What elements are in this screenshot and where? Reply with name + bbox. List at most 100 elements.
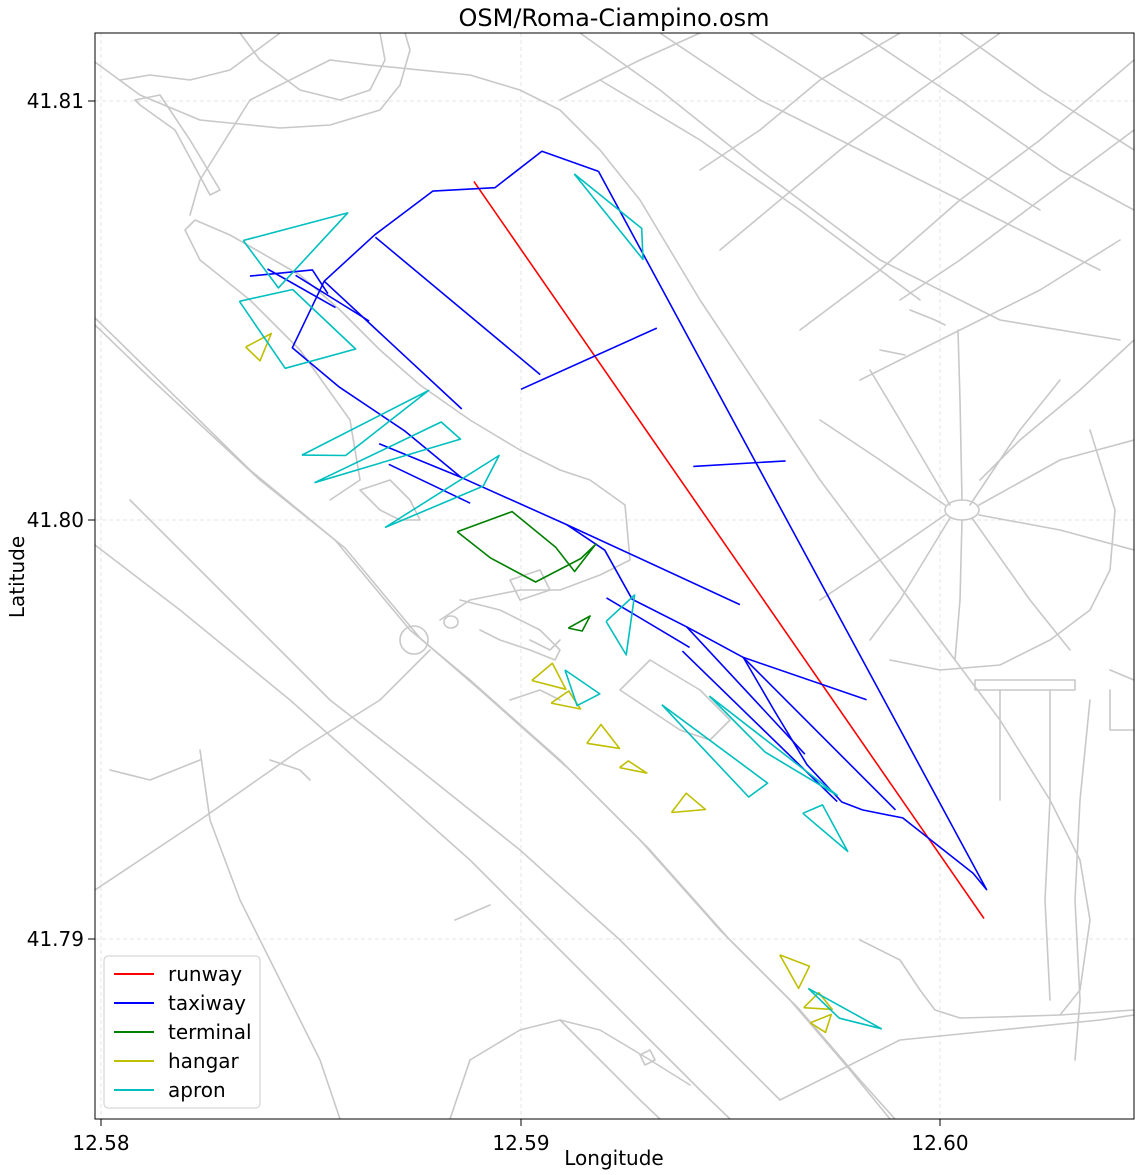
- road-north-loop: [134, 94, 221, 196]
- road-east-4: [1109, 689, 1134, 731]
- road-ne-cross-5: [699, 33, 901, 171]
- hangar-feature-9: [809, 1013, 833, 1034]
- terminal-feature-2: [567, 615, 591, 632]
- road-east-spoke-3: [978, 514, 1134, 551]
- road-diagonal-sw: [95, 649, 431, 891]
- road-ne-grid-2: [559, 33, 701, 101]
- road-sw-2: [109, 759, 201, 781]
- hangar-feature-4: [586, 723, 621, 750]
- apron-feature-12: [807, 987, 883, 1030]
- road-east-spoke-5: [819, 514, 946, 601]
- road-ne-cross-4: [719, 33, 1001, 251]
- road-ne-grid-3: [599, 79, 921, 301]
- hangar-feature-6: [670, 792, 707, 814]
- road-east-spoke-10: [869, 517, 951, 641]
- hangar-feature-2: [531, 662, 567, 691]
- road-east-3: [1109, 669, 1134, 681]
- road-east-spoke-1: [957, 329, 963, 501]
- road-east-5: [1074, 699, 1091, 1061]
- road-south-2: [469, 1019, 691, 1086]
- road-sw-1: [199, 749, 341, 1119]
- taxiway-feature-13: [686, 626, 806, 755]
- road-east-spoke-4: [954, 519, 963, 661]
- road-north-2: [239, 33, 386, 101]
- airport-features: [238, 150, 988, 1034]
- legend-label-runway: runway: [168, 962, 242, 986]
- road-east-roundabout: [944, 499, 980, 521]
- apron-feature-5: [384, 454, 500, 529]
- x-tick-label: 12.59: [492, 1131, 549, 1155]
- x-tick-label: 12.60: [911, 1131, 968, 1155]
- taxiway-feature-15: [681, 650, 838, 803]
- road-east-6: [1059, 1009, 1134, 1016]
- road-roundabout-west-2: [443, 615, 459, 629]
- layer-terminal: [456, 510, 597, 632]
- road-east-block: [974, 679, 1076, 691]
- hangar-feature-7: [779, 954, 811, 990]
- road-roundabout-west: [399, 625, 429, 655]
- road-east-spoke-9: [971, 517, 1071, 651]
- road-parking-1: [509, 689, 561, 701]
- taxiway-feature-6: [374, 236, 541, 376]
- legend-box: [103, 955, 261, 1109]
- road-network: [95, 33, 1134, 1119]
- road-airport-perimeter: [184, 219, 631, 621]
- road-east-spoke-2: [978, 439, 1134, 506]
- taxiway-feature-8: [378, 442, 462, 479]
- road-parking-2: [529, 639, 561, 651]
- road-south-1: [779, 1014, 1134, 1101]
- road-terminal-area-3: [509, 569, 551, 601]
- y-axis-label: Latitude: [5, 536, 29, 618]
- road-terminal-area: [459, 599, 561, 661]
- road-ne-grid-6: [859, 33, 1134, 211]
- taxiway-feature-10: [566, 523, 741, 606]
- legend: runway taxiway terminal hangar apron: [103, 955, 261, 1109]
- road-service-2: [879, 349, 906, 356]
- chart-title: OSM/Roma-Ciampino.osm: [458, 4, 769, 32]
- road-highway-west-1: [95, 317, 891, 1119]
- taxiway-feature-2: [249, 269, 329, 295]
- layer-taxiway: [249, 150, 988, 891]
- layer-runway: [473, 180, 985, 919]
- y-tick-label: 41.81: [27, 89, 84, 113]
- taxiway-feature-4: [295, 274, 370, 322]
- legend-label-terminal: terminal: [168, 1020, 252, 1044]
- hangar-feature-8: [803, 991, 834, 1011]
- apron-feature-7: [605, 594, 636, 656]
- taxiway-feature-1: [291, 150, 988, 891]
- legend-label-hangar: hangar: [168, 1049, 240, 1073]
- road-service-3: [639, 1049, 656, 1066]
- apron-feature-6: [573, 173, 644, 261]
- tick-marks: [88, 100, 941, 1126]
- road-service-1: [909, 309, 946, 326]
- road-terminal-area-4: [619, 659, 731, 741]
- runway-feature-1: [473, 180, 985, 919]
- road-north-1: [95, 33, 411, 129]
- terminal-feature-1: [456, 510, 597, 583]
- apron-feature-9: [661, 704, 769, 798]
- road-east-ring: [889, 429, 1116, 671]
- taxiway-feature-16: [743, 656, 867, 701]
- road-ne-grid-4: [659, 33, 1101, 271]
- road-ne-cross-2: [899, 129, 1134, 301]
- road-east-spoke-8: [869, 369, 951, 506]
- apron-feature-10: [708, 695, 839, 797]
- road-east-2: [1044, 689, 1051, 1001]
- legend-label-taxiway: taxiway: [168, 991, 246, 1015]
- apron-feature-8: [564, 669, 601, 707]
- layer-hangar: [245, 332, 834, 1034]
- y-tick-label: 41.79: [27, 927, 84, 951]
- road-ne-cross-3: [859, 239, 1121, 381]
- road-north-3: [119, 33, 281, 81]
- road-airport-boundary-west: [189, 59, 331, 216]
- road-rail-west: [95, 544, 731, 1119]
- road-east-spoke-7: [969, 379, 1061, 506]
- taxiway-feature-11: [693, 460, 786, 468]
- hangar-feature-1: [245, 332, 273, 362]
- legend-label-apron: apron: [168, 1078, 226, 1102]
- taxiway-feature-7: [520, 327, 658, 391]
- road-airport-boundary-east: [329, 59, 1091, 1019]
- road-sw-4: [454, 904, 491, 921]
- road-east-spoke-6: [819, 419, 946, 506]
